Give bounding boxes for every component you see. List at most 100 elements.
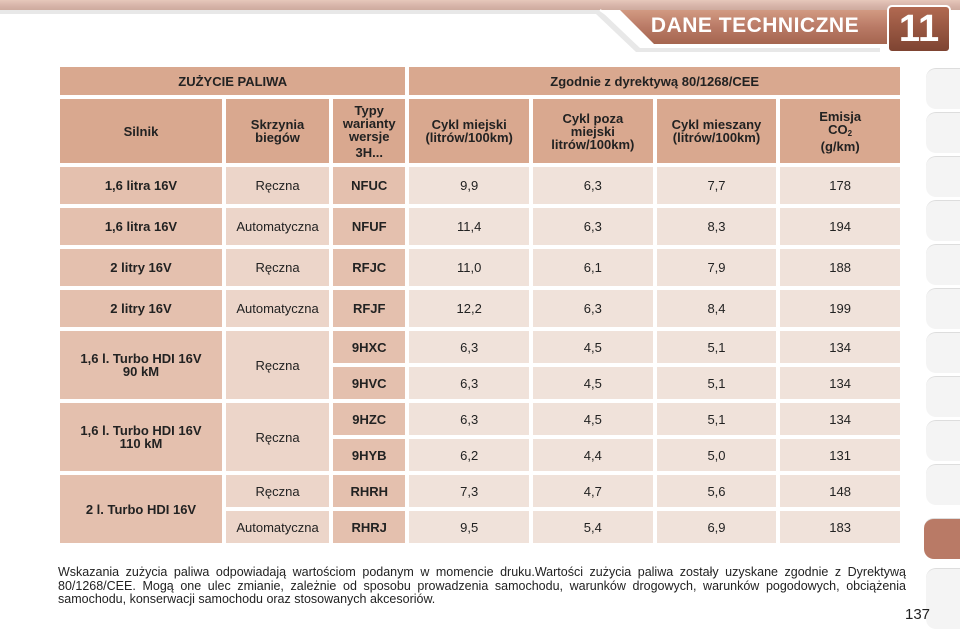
gearbox-cell: Ręczna <box>225 475 330 507</box>
column-header-variant: Typy warianty wersje 3H... <box>333 99 406 163</box>
chapter-tab-active[interactable] <box>924 518 960 559</box>
urban-cell: 9,5 <box>409 511 529 543</box>
chapter-tab[interactable] <box>926 200 960 241</box>
chapter-tab[interactable] <box>926 420 960 461</box>
urban-cell: 9,9 <box>409 167 529 204</box>
urban-cell: 11,0 <box>409 249 529 286</box>
variant-cell: RFJF <box>333 290 406 327</box>
table-row: 2 litry 16V Ręczna RFJC 11,0 6,1 7,9 188 <box>60 249 900 286</box>
chapter-tab[interactable] <box>926 332 960 373</box>
engine-cell: 2 litry 16V <box>60 249 222 286</box>
table-row: 2 l. Turbo HDI 16V Ręczna RHRH 7,3 4,7 5… <box>60 475 900 543</box>
combined-cell: 7,7 <box>656 167 777 204</box>
table-group-header: ZUŻYCIE PALIWA <box>60 67 406 95</box>
table-row: 2 litry 16V Automatyczna RFJF 12,2 6,3 8… <box>60 290 900 327</box>
chapter-tab[interactable] <box>926 288 960 329</box>
gearbox-cell: Ręczna <box>225 167 330 204</box>
gearbox-cell: Automatyczna <box>225 208 330 245</box>
extra-urban-cell: 4,5 <box>533 403 653 435</box>
column-header-extra-urban: Cykl poza miejski litrów/100km) <box>533 99 653 163</box>
engine-cell: 2 litry 16V <box>60 290 222 327</box>
engine-cell: 1,6 litra 16V <box>60 167 222 204</box>
urban-cell: 12,2 <box>409 290 529 327</box>
gearbox-cell: Automatyczna <box>225 290 330 327</box>
column-header-gearbox: Skrzynia biegów <box>225 99 330 163</box>
gearbox-cell: Ręczna <box>225 249 330 286</box>
extra-urban-cell: 6,3 <box>533 167 653 204</box>
gearbox-cell: Ręczna <box>225 403 330 471</box>
table-row: 9HVC 6,3 4,5 5,1 134 <box>60 367 900 399</box>
chapter-tab[interactable] <box>926 156 960 197</box>
fuel-consumption-table: ZUŻYCIE PALIWA Zgodnie z dyrektywą 80/12… <box>56 63 904 547</box>
table-group-header: Zgodnie z dyrektywą 80/1268/CEE <box>409 67 900 95</box>
urban-cell: 7,3 <box>409 475 529 507</box>
footnote-text: Wskazania zużycia paliwa odpowiadają war… <box>58 565 906 606</box>
table-row: Automatyczna RHRJ 9,5 5,4 6,9 183 <box>60 511 900 543</box>
extra-urban-cell: 4,5 <box>533 331 653 363</box>
column-header-combined: Cykl mieszany (litrów/100km) <box>656 99 777 163</box>
combined-cell: 5,1 <box>656 331 777 363</box>
column-header-co2: Emisja CO2 (g/km) <box>780 99 900 163</box>
variant-cell: RHRH <box>333 475 406 507</box>
combined-cell: 5,6 <box>656 475 777 507</box>
variant-cell: RHRJ <box>333 511 406 543</box>
table-row: 1,6 litra 16V Automatyczna NFUF 11,4 6,3… <box>60 208 900 245</box>
engine-cell: 1,6 litra 16V <box>60 208 222 245</box>
combined-cell: 5,0 <box>656 439 777 471</box>
chapter-tab[interactable] <box>926 112 960 153</box>
engine-cell: 2 l. Turbo HDI 16V <box>60 475 222 543</box>
extra-urban-cell: 4,5 <box>533 367 653 399</box>
chapter-tab[interactable] <box>926 68 960 109</box>
combined-cell: 5,1 <box>656 403 777 435</box>
urban-cell: 6,3 <box>409 403 529 435</box>
chapter-side-tabs <box>924 68 960 629</box>
header-banner <box>0 0 960 56</box>
co2-cell: 134 <box>780 367 900 399</box>
table-row: 1,6 l. Turbo HDI 16V 90 kM Ręczna 9HXC 6,… <box>60 331 900 399</box>
urban-cell: 6,2 <box>409 439 529 471</box>
combined-cell: 5,1 <box>656 367 777 399</box>
variant-cell: 9HZC <box>333 403 406 435</box>
table-row: 1,6 litra 16V Ręczna NFUC 9,9 6,3 7,7 17… <box>60 167 900 204</box>
extra-urban-cell: 6,1 <box>533 249 653 286</box>
extra-urban-cell: 4,7 <box>533 475 653 507</box>
combined-cell: 8,3 <box>656 208 777 245</box>
co2-cell: 148 <box>780 475 900 507</box>
urban-cell: 6,3 <box>409 367 529 399</box>
co2-cell: 134 <box>780 403 900 435</box>
urban-cell: 11,4 <box>409 208 529 245</box>
gearbox-cell: Automatyczna <box>225 511 330 543</box>
column-header-engine: Silnik <box>60 99 222 163</box>
combined-cell: 7,9 <box>656 249 777 286</box>
chapter-tab[interactable] <box>926 464 960 505</box>
table-row: 1,6 l. Turbo HDI 16V 110 kM Ręczna 9HZC 6… <box>60 403 900 471</box>
extra-urban-cell: 4,4 <box>533 439 653 471</box>
chapter-number-badge: 11 <box>898 8 940 50</box>
co2-cell: 131 <box>780 439 900 471</box>
column-header-urban: Cykl miejski (litrów/100km) <box>409 99 529 163</box>
chapter-tab[interactable] <box>926 568 960 629</box>
extra-urban-cell: 6,3 <box>533 208 653 245</box>
chapter-tab[interactable] <box>926 376 960 417</box>
extra-urban-cell: 5,4 <box>533 511 653 543</box>
co2-cell: 178 <box>780 167 900 204</box>
co2-cell: 183 <box>780 511 900 543</box>
variant-cell: 9HYB <box>333 439 406 471</box>
variant-cell: 9HXC <box>333 331 406 363</box>
variant-cell: NFUF <box>333 208 406 245</box>
variant-cell: NFUC <box>333 167 406 204</box>
chapter-tab[interactable] <box>926 244 960 285</box>
extra-urban-cell: 6,3 <box>533 290 653 327</box>
combined-cell: 6,9 <box>656 511 777 543</box>
co2-cell: 134 <box>780 331 900 363</box>
table-row: 9HYB 6,2 4,4 5,0 131 <box>60 439 900 471</box>
co2-cell: 188 <box>780 249 900 286</box>
co2-cell: 199 <box>780 290 900 327</box>
urban-cell: 6,3 <box>409 331 529 363</box>
page-header: DANE TECHNICZNE 11 <box>0 0 960 56</box>
engine-cell: 1,6 l. Turbo HDI 16V 110 kM <box>60 403 222 471</box>
co2-cell: 194 <box>780 208 900 245</box>
gearbox-cell: Ręczna <box>225 331 330 399</box>
variant-cell: RFJC <box>333 249 406 286</box>
engine-cell: 1,6 l. Turbo HDI 16V 90 kM <box>60 331 222 399</box>
